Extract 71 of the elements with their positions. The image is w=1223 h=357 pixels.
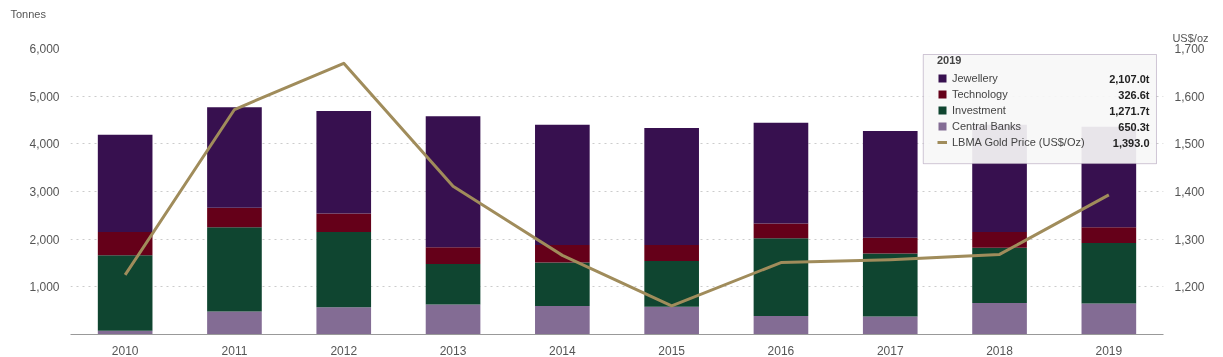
bar [425, 247, 481, 264]
y2-tick-label: 1,600 [1174, 89, 1205, 104]
x-tick-label: 2014 [549, 343, 577, 357]
annotation: 326.6t [1118, 88, 1150, 101]
y-axis-title: Tonnes [10, 7, 47, 20]
bar [753, 223, 809, 239]
bar [425, 116, 481, 248]
bar [97, 134, 153, 233]
x-tick-label: 2015 [658, 343, 686, 357]
legend-title: 2019 [937, 54, 963, 66]
x-tick-label: 2011 [221, 343, 248, 357]
bar [862, 316, 918, 335]
bar [972, 303, 1027, 335]
y2-tick-label: 1,500 [1174, 137, 1205, 152]
bar [644, 261, 699, 307]
bar [97, 232, 153, 256]
y2-tick-label: 1,300 [1174, 232, 1205, 247]
bar [644, 306, 699, 335]
x-tick-label: 2016 [767, 343, 795, 357]
bar [535, 124, 590, 245]
legend-label: Central Banks [952, 120, 1022, 132]
x-tick-label: 2019 [1095, 343, 1123, 357]
bar [972, 247, 1027, 304]
bar [972, 232, 1027, 248]
bar [316, 110, 372, 214]
bar [535, 262, 590, 306]
y-tick-label: 2,000 [29, 232, 60, 247]
y-tick-label: 4,000 [29, 137, 60, 152]
bar [1081, 303, 1137, 335]
bar [862, 237, 918, 254]
x-tick-label: 2010 [111, 343, 139, 357]
annotation: 2,107.0t [1109, 72, 1150, 85]
bar [207, 227, 262, 312]
bar [316, 232, 372, 308]
bar [207, 207, 262, 228]
bar [207, 107, 262, 208]
bar [644, 244, 699, 262]
y2-tick-label: 1,400 [1174, 185, 1205, 199]
x-tick-label: 2018 [986, 343, 1014, 357]
x-tick-label: 2013 [439, 343, 467, 357]
x-tick-label: 2017 [876, 343, 904, 357]
bar [862, 253, 918, 317]
legend-label: Technology [952, 88, 1008, 100]
bar [753, 122, 809, 224]
legend-label: Jewellery [952, 72, 998, 84]
bar [862, 130, 918, 238]
y-tick-label: 6,000 [29, 42, 60, 56]
y2-tick-label: 1,700 [1174, 42, 1205, 56]
legend-label: Investment [952, 104, 1006, 116]
bar [535, 305, 590, 335]
bar [316, 213, 372, 233]
annotation: 650.3t [1118, 120, 1150, 133]
y-tick-label: 3,000 [29, 185, 60, 199]
bar [316, 307, 372, 335]
y-tick-label: 5,000 [29, 89, 60, 104]
annotation: 1,393.0 [1112, 136, 1150, 149]
bar [425, 263, 481, 305]
y2-tick-label: 1,200 [1174, 280, 1205, 295]
y2-axis-title: US$/oz [1172, 31, 1209, 44]
x-tick-label: 2012 [330, 343, 358, 357]
y-tick-label: 1,000 [29, 280, 60, 295]
bar [753, 315, 809, 335]
bar [1081, 242, 1137, 304]
bar [425, 304, 481, 335]
legend-label: LBMA Gold Price (US$/Oz) [952, 136, 1085, 148]
bar [97, 255, 153, 331]
annotation: 1,271.7t [1109, 104, 1150, 117]
bar [644, 128, 699, 245]
bar [207, 311, 262, 335]
bar [1081, 227, 1137, 243]
bar [753, 238, 809, 316]
